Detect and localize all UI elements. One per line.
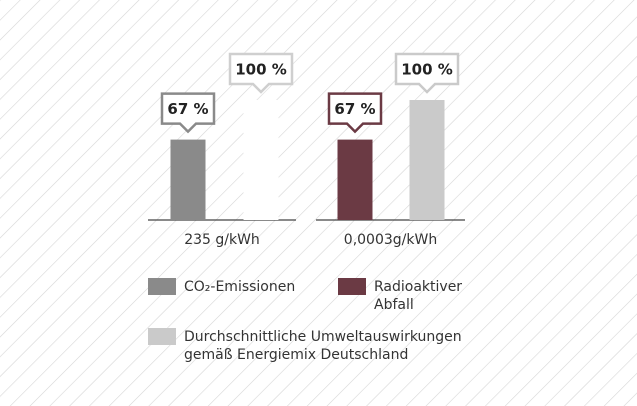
bar — [337, 139, 373, 220]
bar — [409, 100, 445, 220]
value-label: 100 % — [401, 61, 453, 79]
callout — [228, 52, 294, 94]
legend-swatch — [338, 278, 366, 295]
value-label: 67 % — [334, 100, 375, 118]
legend-swatch — [148, 328, 176, 345]
value-label: 67 % — [167, 100, 208, 118]
x-tick-label: 235 g/kWh — [184, 232, 260, 248]
legend-label: Radioaktiver Abfall — [374, 279, 463, 313]
bar — [243, 100, 279, 220]
value-label: 100 % — [235, 61, 287, 79]
legend-swatch — [148, 278, 176, 295]
callout — [160, 92, 216, 134]
callout — [394, 52, 460, 94]
bar — [170, 139, 206, 220]
legend-label: CO₂-Emissionen — [184, 279, 296, 295]
x-tick-label: 0,0003g/kWh — [344, 232, 437, 248]
callout — [327, 92, 383, 134]
legend-label: Durchschnittliche Umweltauswirkungen gem… — [184, 329, 462, 363]
